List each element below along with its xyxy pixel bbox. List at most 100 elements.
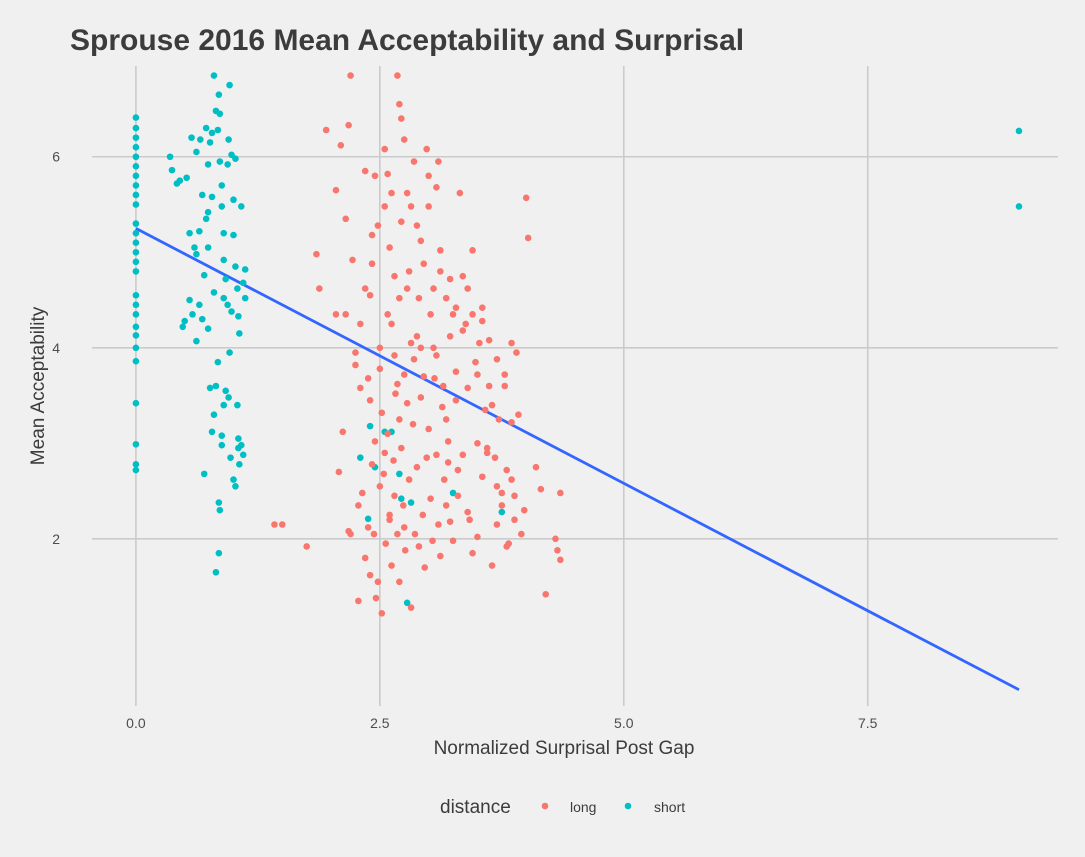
legend-title: distance (440, 797, 511, 818)
data-point-long (425, 172, 432, 180)
data-point-long (391, 492, 398, 500)
data-point-short (198, 191, 206, 199)
data-point-short (206, 384, 214, 392)
data-point-long (508, 476, 515, 483)
data-point-long (425, 203, 432, 210)
data-point-short (196, 301, 203, 309)
data-point-long (398, 115, 405, 122)
data-point-long (358, 489, 366, 497)
data-point-short (168, 166, 176, 174)
data-point-short (132, 124, 140, 132)
data-point-long (474, 533, 481, 541)
data-point-short (132, 301, 140, 309)
data-point-short (204, 161, 212, 168)
data-point-long (420, 373, 428, 380)
data-point-long (411, 530, 419, 538)
data-point-short (132, 323, 140, 331)
data-point-long (427, 495, 434, 503)
data-point-short (498, 508, 506, 516)
data-point-long (513, 349, 520, 356)
data-point-long (469, 247, 476, 254)
data-point-short (225, 394, 232, 401)
data-point-long (335, 468, 343, 476)
data-point-short (222, 275, 229, 283)
data-point-long (361, 167, 369, 175)
data-point-long (495, 416, 503, 423)
data-point-long (435, 521, 442, 528)
data-point-long (384, 311, 391, 318)
data-point-long (485, 382, 493, 390)
data-point-short (239, 451, 247, 459)
x-tick-label: 5.0 (614, 715, 634, 731)
data-point-long (398, 444, 405, 452)
data-point-short (230, 196, 237, 204)
data-point-long (524, 234, 532, 242)
data-point-long (452, 368, 460, 375)
data-point-long (479, 304, 486, 311)
data-point-short (235, 435, 242, 442)
data-point-long (396, 578, 403, 586)
data-point-long (444, 459, 452, 466)
data-point-long (398, 218, 405, 226)
data-point-short (357, 454, 364, 461)
data-point-long (400, 524, 408, 531)
data-point-short (224, 301, 231, 309)
data-point-short (132, 182, 140, 189)
data-point-long (440, 476, 448, 483)
data-point-long (347, 530, 354, 538)
data-point-long (332, 186, 340, 194)
data-point-long (396, 416, 403, 423)
data-point-long (462, 320, 470, 328)
data-point-long (554, 546, 561, 554)
data-point-short (132, 344, 140, 352)
data-point-short (210, 411, 218, 418)
legend-key-long (541, 802, 549, 810)
data-point-short (206, 139, 214, 146)
data-point-long (420, 260, 428, 268)
data-point-short (188, 134, 195, 141)
data-point-long (459, 272, 467, 280)
data-point-long (511, 516, 518, 524)
data-point-long (459, 327, 467, 334)
data-point-long (278, 521, 286, 528)
data-point-short (132, 143, 140, 151)
data-point-long (423, 145, 430, 153)
data-point-short (132, 114, 140, 121)
data-point-short (216, 110, 224, 118)
data-point-short (132, 239, 140, 247)
trend-line-group (135, 227, 1020, 692)
data-point-short (132, 134, 140, 141)
data-point-long (552, 535, 559, 543)
data-point-short (407, 499, 415, 506)
data-point-short (132, 466, 140, 474)
data-point-long (437, 552, 444, 560)
data-point-short (210, 72, 218, 79)
data-point-long (437, 268, 444, 275)
data-point-long (361, 554, 369, 562)
data-point-long (313, 250, 320, 258)
data-point-long (407, 203, 415, 210)
data-point-short (228, 308, 235, 315)
data-point-long (407, 339, 415, 347)
data-point-long (437, 247, 444, 254)
data-point-short (186, 229, 193, 237)
data-point-long (446, 518, 454, 525)
data-point-long (364, 375, 372, 382)
data-points (132, 72, 1023, 617)
legend-label-long: long (570, 799, 596, 815)
data-point-long (419, 511, 427, 519)
data-point-short (200, 470, 208, 478)
data-point-long (483, 444, 491, 452)
data-point-short (214, 126, 222, 134)
data-point-short (235, 312, 242, 320)
data-point-short (132, 357, 140, 365)
data-point-long (446, 275, 454, 283)
data-point-short (132, 162, 140, 170)
data-point-long (417, 394, 425, 401)
data-point-long (399, 502, 407, 509)
data-point-short (210, 289, 218, 296)
data-point-short (241, 266, 249, 273)
data-point-short (215, 91, 223, 98)
data-point-long (371, 438, 379, 445)
